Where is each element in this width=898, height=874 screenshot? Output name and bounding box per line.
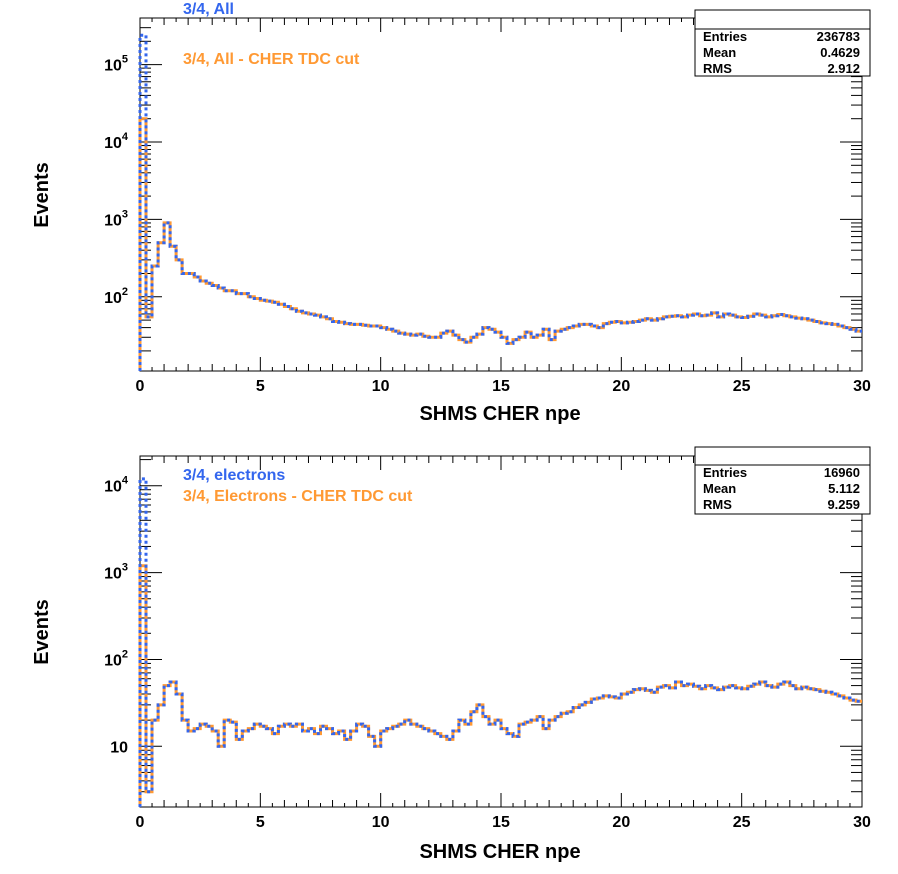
bottom-stats-rms-label: RMS — [703, 497, 732, 512]
x-tick-label: 10 — [372, 814, 390, 831]
x-tick-label: 5 — [256, 814, 265, 831]
y-tick-label: 104 — [104, 475, 129, 496]
bottom-y-axis-title: Events — [31, 599, 53, 665]
x-tick-label: 15 — [492, 378, 510, 395]
bottom-legend-cut: 3/4, Electrons - CHER TDC cut — [183, 488, 413, 505]
y-tick-label: 104 — [104, 131, 129, 152]
x-tick-label: 15 — [492, 814, 510, 831]
top-x-axis-title: SHMS CHER npe — [419, 403, 580, 425]
top-stats-entries-label: Entries — [703, 29, 747, 44]
y-tick-label: 102 — [104, 648, 128, 669]
bottom-series-all-line — [138, 477, 862, 807]
x-tick-label: 30 — [853, 378, 871, 395]
top-stats-entries-value: 236783 — [817, 29, 860, 44]
bottom-stats-frame — [694, 446, 871, 515]
x-tick-label: 20 — [612, 814, 630, 831]
top-legend-all: 3/4, All — [183, 1, 234, 18]
bottom-x-axis-title: SHMS CHER npe — [419, 841, 580, 863]
top-y-axis-title: Events — [31, 162, 53, 228]
top-stats-mean-value: 0.4629 — [820, 45, 860, 60]
y-tick-label: 102 — [104, 286, 128, 307]
bottom-x-tick-labels: 0 5 10 15 20 25 30 — [136, 814, 871, 831]
x-tick-label: 5 — [256, 378, 265, 395]
x-tick-label: 0 — [136, 814, 145, 831]
x-tick-label: 10 — [372, 378, 390, 395]
top-stats-box: Entries 236783 Mean 0.4629 RMS 2.912 — [694, 9, 871, 77]
top-stats-rms-value: 2.912 — [827, 61, 860, 76]
bottom-stats-box: Entries 16960 Mean 5.112 RMS 9.259 — [694, 446, 871, 515]
y-tick-label: 10 — [110, 739, 128, 756]
top-legend-cut: 3/4, All - CHER TDC cut — [183, 51, 360, 68]
top-stats-mean-label: Mean — [703, 45, 736, 60]
top-stats-frame — [694, 9, 871, 77]
bottom-y-tick-labels: 10 102 103 104 — [104, 475, 129, 757]
top-stats-rms-label: RMS — [703, 61, 732, 76]
bottom-series-cut-line — [138, 564, 862, 807]
y-tick-label: 105 — [104, 54, 128, 75]
top-x-tick-labels: 0 5 10 15 20 25 30 — [136, 378, 871, 395]
top-series-all-line — [138, 33, 862, 371]
bottom-stats-entries-label: Entries — [703, 465, 747, 480]
bottom-stats-rms-value: 9.259 — [827, 497, 860, 512]
bottom-stats-mean-value: 5.112 — [828, 481, 860, 496]
top-y-tick-labels: 102 103 104 105 — [104, 54, 129, 307]
y-tick-label: 103 — [104, 562, 128, 583]
x-tick-label: 20 — [612, 378, 630, 395]
bottom-stats-entries-value: 16960 — [824, 465, 860, 480]
bottom-stats-mean-label: Mean — [703, 481, 736, 496]
x-tick-label: 30 — [853, 814, 871, 831]
x-tick-label: 0 — [136, 378, 145, 395]
bottom-histogram-panel: 0 5 10 15 20 25 30 10 102 103 104 SHMS CHER npe E… — [31, 446, 871, 863]
x-tick-label: 25 — [733, 378, 751, 395]
x-tick-label: 25 — [733, 814, 751, 831]
y-tick-label: 103 — [104, 208, 128, 229]
bottom-legend-all: 3/4, electrons — [183, 467, 285, 484]
